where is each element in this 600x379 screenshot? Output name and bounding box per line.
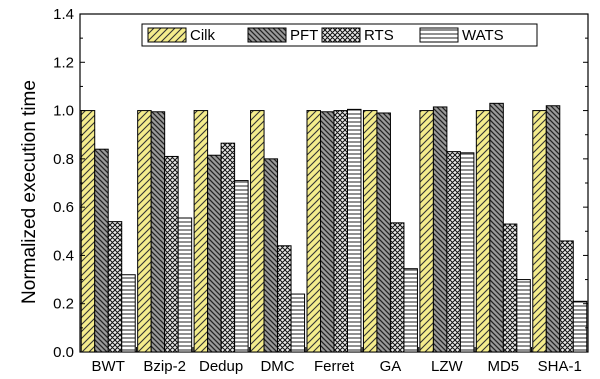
y-tick-label: 0.8 [53, 151, 74, 168]
bar-rts-md5 [502, 223, 518, 353]
legend-swatch-wats [419, 27, 459, 43]
bar-pft-ga [376, 112, 391, 353]
bar-rts-dedup [220, 142, 236, 353]
x-tick-label: Dedup [199, 358, 243, 375]
bar-cilk-dedup [193, 110, 209, 353]
bar-wats-ga [403, 268, 418, 353]
bar-rts-dmc [277, 245, 292, 353]
bar-rts-bwt [107, 221, 123, 353]
legend: Cilk PFT RTS WATS [141, 23, 538, 47]
bar-pft-dmc [263, 158, 279, 353]
bar-pft-bwt [94, 148, 109, 353]
x-tick-label: BWT [92, 358, 125, 375]
x-tick-label: GA [380, 358, 402, 375]
bar-cilk-ferret [306, 110, 321, 353]
legend-swatch-pft [247, 27, 287, 43]
bar-cilk-dmc [250, 110, 265, 353]
bar-wats-sha-1 [572, 300, 588, 353]
bar-wats-md5 [516, 279, 531, 353]
y-axis: 0.0 0.2 0.4 0.6 0.8 1.0 1.2 1.4 [53, 6, 588, 361]
y-tick-label: 0.6 [53, 199, 74, 216]
bar-pft-bzip-2 [150, 111, 166, 353]
legend-swatch-cilk [147, 27, 187, 43]
bar-rts-ferret [333, 110, 348, 353]
x-tick-label: MD5 [487, 358, 519, 375]
y-tick-label: 1.0 [53, 103, 74, 120]
bar-wats-bwt [121, 274, 136, 353]
bar-cilk-md5 [475, 110, 491, 353]
x-tick-label: SHA-1 [538, 358, 582, 375]
bar-pft-sha-1 [545, 105, 561, 353]
y-tick-label: 1.4 [53, 6, 74, 23]
bar-pft-dedup [207, 154, 222, 353]
legend-label-cilk: Cilk [190, 27, 215, 44]
x-tick-label: Ferret [314, 358, 355, 375]
bar-pft-md5 [489, 102, 504, 353]
legend-label-rts: RTS [364, 27, 394, 44]
bar-cilk-bzip-2 [137, 110, 152, 353]
bar-rts-sha-1 [559, 240, 574, 353]
bar-cilk-lzw [419, 110, 434, 353]
x-tick-label: Bzip-2 [143, 358, 186, 375]
y-axis-title: Normalized execution time [19, 80, 40, 304]
bar-wats-ferret [347, 108, 362, 353]
legend-label-wats: WATS [462, 27, 504, 44]
y-tick-label: 0.0 [53, 344, 74, 361]
x-tick-label: DMC [260, 358, 294, 375]
legend-label-pft: PFT [290, 27, 318, 44]
legend-swatch-rts [321, 27, 361, 43]
x-axis: BWT Bzip-2 Dedup DMC Ferret GA LZW MD5 SHA-1 [92, 347, 582, 375]
bar-cilk-bwt [80, 110, 96, 353]
bar-wats-dmc [290, 293, 306, 353]
bar-rts-lzw [446, 151, 461, 353]
bar-wats-bzip-2 [177, 217, 193, 353]
y-tick-label: 0.2 [53, 296, 74, 313]
bar-cilk-ga [362, 110, 378, 353]
bars-group [80, 102, 588, 353]
bar-cilk-sha-1 [532, 110, 547, 353]
bar-rts-bzip-2 [164, 155, 179, 353]
bar-wats-dedup [234, 180, 249, 353]
y-tick-label: 1.2 [53, 54, 74, 71]
x-tick-label: LZW [431, 358, 464, 375]
bar-rts-ga [389, 222, 405, 353]
bar-pft-lzw [432, 106, 448, 353]
bar-pft-ferret [320, 111, 335, 353]
bar-wats-lzw [459, 152, 475, 353]
y-tick-label: 0.4 [53, 247, 74, 264]
